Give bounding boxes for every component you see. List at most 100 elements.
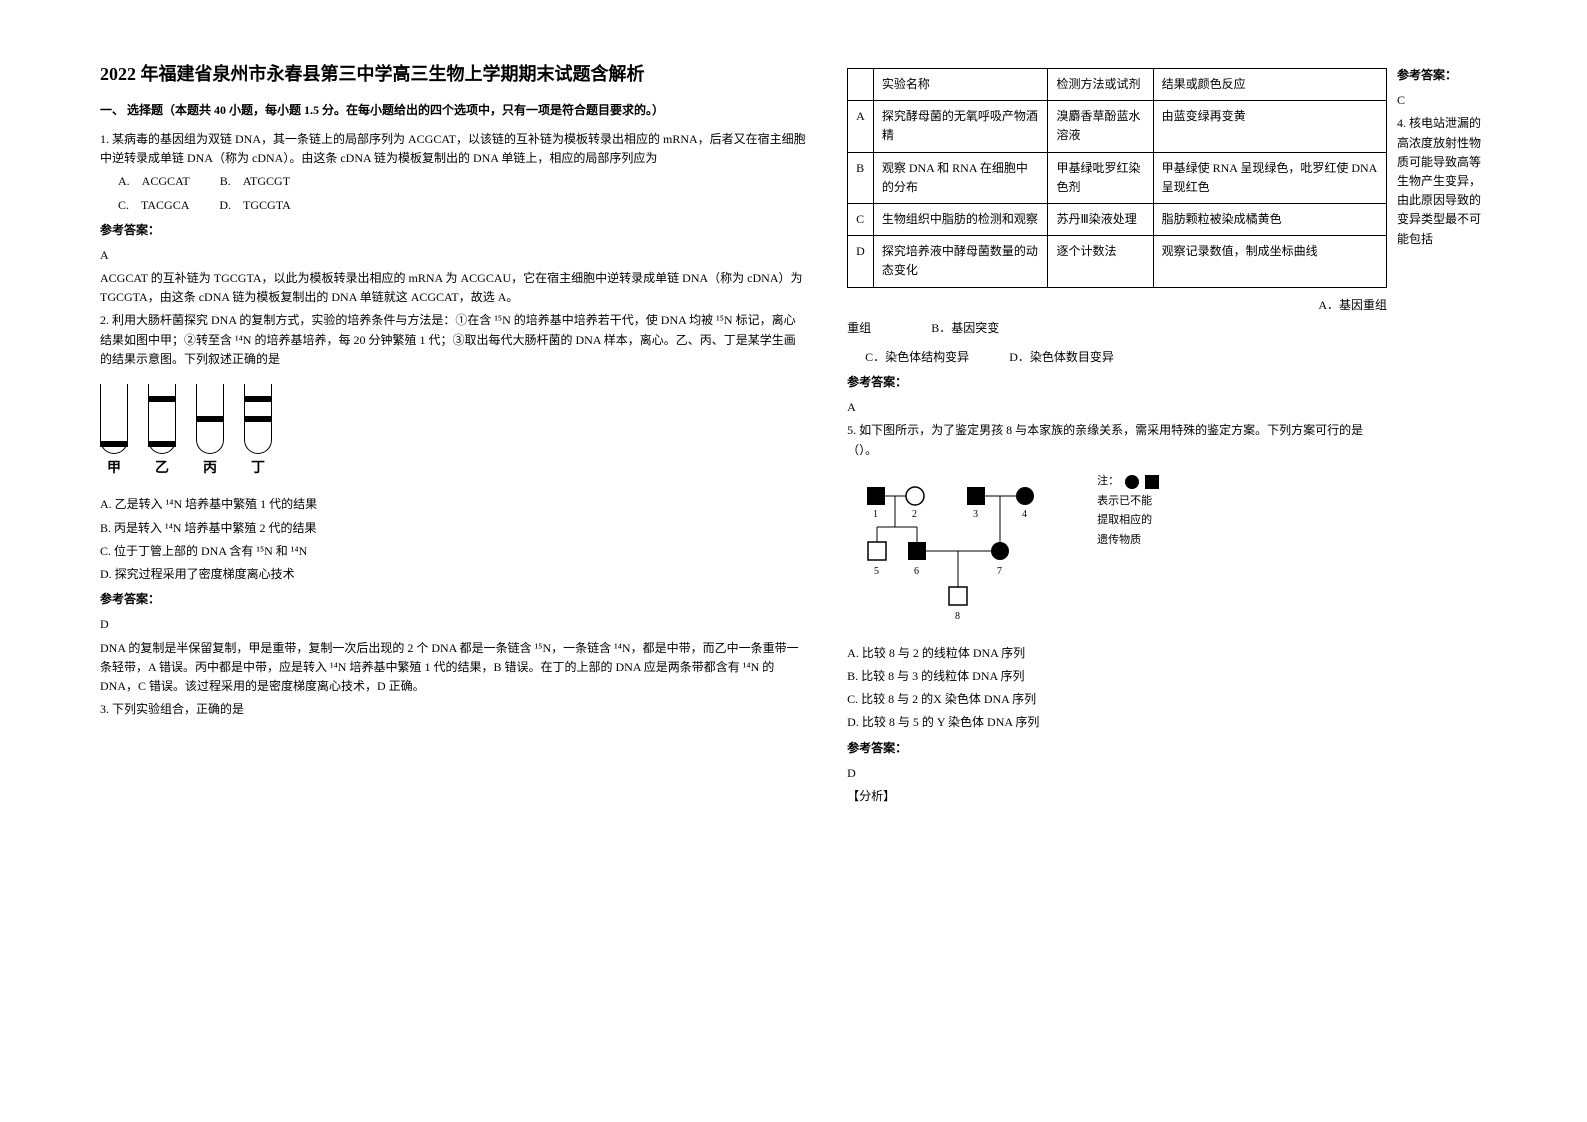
q1-explain: ACGCAT 的互补链为 TGCGTA，以此为模板转录出相应的 mRNA 为 A…	[100, 269, 807, 307]
node-4	[1016, 487, 1034, 505]
q3-th-3: 结果或颜色反应	[1153, 69, 1386, 101]
q1-optD: D. TGCGTA	[219, 196, 290, 215]
q5-answer-label: 参考答案：	[847, 739, 1387, 758]
legend-line-3: 遗传物质	[1097, 531, 1159, 551]
node-1	[867, 487, 885, 505]
band	[100, 441, 128, 447]
q5-answer: D	[847, 764, 1387, 783]
q2-optB: B. 丙是转入 ¹⁴N 培养基中繁殖 2 代的结果	[100, 519, 807, 538]
legend-row-header: 注：	[1097, 472, 1159, 492]
tube-label-yi: 乙	[155, 458, 169, 480]
node-5	[868, 542, 886, 560]
label-8: 8	[955, 611, 960, 622]
q3-row-D: D 探究培养液中酵母菌数量的动态变化 逐个计数法 观察记录数值，制成坐标曲线	[848, 236, 1387, 287]
left-column: 2022 年福建省泉州市永春县第三中学高三生物上学期期末试题含解析 一、 选择题…	[80, 60, 827, 1062]
cell: B	[848, 152, 874, 203]
square-filled-icon	[1145, 475, 1159, 489]
q4-answer-label: 参考答案：	[847, 373, 1387, 392]
section-heading: 一、 选择题（本题共 40 小题，每小题 1.5 分。在每小题给出的四个选项中，…	[100, 101, 807, 120]
page-title: 2022 年福建省泉州市永春县第三中学高三生物上学期期末试题含解析	[100, 60, 807, 89]
q1-answer-label: 参考答案：	[100, 221, 807, 240]
q3-th-row: 实验名称 检测方法或试剂 结果或颜色反应	[848, 69, 1387, 101]
cell: 生物组织中脂肪的检测和观察	[873, 203, 1048, 235]
right-main: 实验名称 检测方法或试剂 结果或颜色反应 A 探究酵母菌的无氧呼吸产物酒精 溴麝…	[847, 60, 1387, 1062]
label-3: 3	[973, 509, 978, 520]
q4-recomb-label: 重组	[847, 319, 871, 338]
q4-optB: B．基因突变	[931, 319, 999, 338]
q4-row1: 重组 B．基因突变	[847, 319, 1387, 338]
label-1: 1	[873, 509, 878, 520]
band	[244, 396, 272, 402]
q2-optA: A. 乙是转入 ¹⁴N 培养基中繁殖 1 代的结果	[100, 495, 807, 514]
cell: A	[848, 101, 874, 152]
right-column: 实验名称 检测方法或试剂 结果或颜色反应 A 探究酵母菌的无氧呼吸产物酒精 溴麝…	[827, 60, 1507, 1062]
cell: C	[848, 203, 874, 235]
q2-explain: DNA 的复制是半保留复制，甲是重带，复制一次后出现的 2 个 DNA 都是一条…	[100, 639, 807, 697]
q1-stem: 1. 某病毒的基因组为双链 DNA，其一条链上的局部序列为 ACGCAT，以该链…	[100, 130, 807, 168]
tube-label-ding: 丁	[251, 458, 265, 480]
q3-answer-label: 参考答案：	[1397, 66, 1487, 85]
q3-row-C: C 生物组织中脂肪的检测和观察 苏丹Ⅲ染液处理 脂肪颗粒被染成橘黄色	[848, 203, 1387, 235]
q5-optA: A. 比较 8 与 2 的线粒体 DNA 序列	[847, 644, 1387, 663]
cell: 探究酵母菌的无氧呼吸产物酒精	[873, 101, 1048, 152]
cell: D	[848, 236, 874, 287]
pedigree-svg: 1 2 3 4 5 6 7	[847, 472, 1067, 632]
legend-title: 注：	[1097, 472, 1119, 492]
node-8	[949, 587, 967, 605]
q2-answer-label: 参考答案：	[100, 590, 807, 609]
q5-optC: C. 比较 8 与 2 的X 染色体 DNA 序列	[847, 690, 1387, 709]
tube-label-jia: 甲	[107, 458, 121, 480]
band	[148, 396, 176, 402]
tube-ding: 丁	[244, 384, 272, 480]
q5-pedigree: 1 2 3 4 5 6 7	[847, 472, 1387, 632]
cell: 由蓝变绿再变黄	[1153, 101, 1386, 152]
q1-optA: A. ACGCAT	[118, 172, 190, 191]
label-4: 4	[1022, 509, 1027, 520]
q5-legend: 注： 表示已不能 提取相应的 遗传物质	[1097, 472, 1159, 551]
tube-bing: 丙	[196, 384, 224, 480]
tube-ding-body	[244, 384, 272, 454]
legend-line-1: 表示已不能	[1097, 492, 1159, 512]
q3-answer: C	[1397, 91, 1487, 110]
q1-optC: C. TACGCA	[118, 196, 189, 215]
q5-optB: B. 比较 8 与 3 的线粒体 DNA 序列	[847, 667, 1387, 686]
node-3	[967, 487, 985, 505]
band	[244, 416, 272, 422]
q3-stem: 3. 下列实验组合，正确的是	[100, 700, 807, 719]
legend-line-2: 提取相应的	[1097, 511, 1159, 531]
node-2	[906, 487, 924, 505]
cell: 脂肪颗粒被染成橘黄色	[1153, 203, 1386, 235]
q1-options-row1: A. ACGCAT B. ATGCGT	[100, 172, 807, 191]
cell: 逐个计数法	[1048, 236, 1153, 287]
q5-analysis: 【分析】	[847, 787, 1387, 806]
q1-options-row2: C. TACGCA D. TGCGTA	[100, 196, 807, 215]
right-side: 参考答案： C 4. 核电站泄漏的高浓度放射性物质可能导致高等生物产生变异，由此…	[1397, 60, 1487, 1062]
q4-optD: D．染色体数目变异	[1009, 348, 1114, 367]
cell: 苏丹Ⅲ染液处理	[1048, 203, 1153, 235]
band	[196, 416, 224, 422]
node-7	[991, 542, 1009, 560]
cell: 探究培养液中酵母菌数量的动态变化	[873, 236, 1048, 287]
tube-yi: 乙	[148, 384, 176, 480]
tube-bing-body	[196, 384, 224, 454]
q5-optD: D. 比较 8 与 5 的 Y 染色体 DNA 序列	[847, 713, 1387, 732]
q5-stem: 5. 如下图所示，为了鉴定男孩 8 与本家族的亲缘关系，需采用特殊的鉴定方案。下…	[847, 421, 1387, 459]
q1-optB: B. ATGCGT	[220, 172, 290, 191]
q4-optA: A．基因重组	[847, 296, 1387, 315]
q2-optC: C. 位于丁管上部的 DNA 含有 ¹⁵N 和 ¹⁴N	[100, 542, 807, 561]
q4-row2: C．染色体结构变异 D．染色体数目变异	[847, 348, 1387, 367]
q4-optC: C．染色体结构变异	[865, 348, 969, 367]
label-2: 2	[912, 509, 917, 520]
q3-row-B: B 观察 DNA 和 RNA 在细胞中的分布 甲基绿吡罗红染色剂 甲基绿使 RN…	[848, 152, 1387, 203]
node-6	[908, 542, 926, 560]
cell: 观察 DNA 和 RNA 在细胞中的分布	[873, 152, 1048, 203]
q2-optD: D. 探究过程采用了密度梯度离心技术	[100, 565, 807, 584]
q2-answer: D	[100, 615, 807, 634]
q1-answer: A	[100, 246, 807, 265]
q4-answer: A	[847, 398, 1387, 417]
band	[148, 441, 176, 447]
q2-tubes: 甲 乙 丙 丁	[100, 384, 807, 480]
q3-th-1: 实验名称	[873, 69, 1048, 101]
cell: 溴麝香草酚蓝水溶液	[1048, 101, 1153, 152]
tube-yi-body	[148, 384, 176, 454]
